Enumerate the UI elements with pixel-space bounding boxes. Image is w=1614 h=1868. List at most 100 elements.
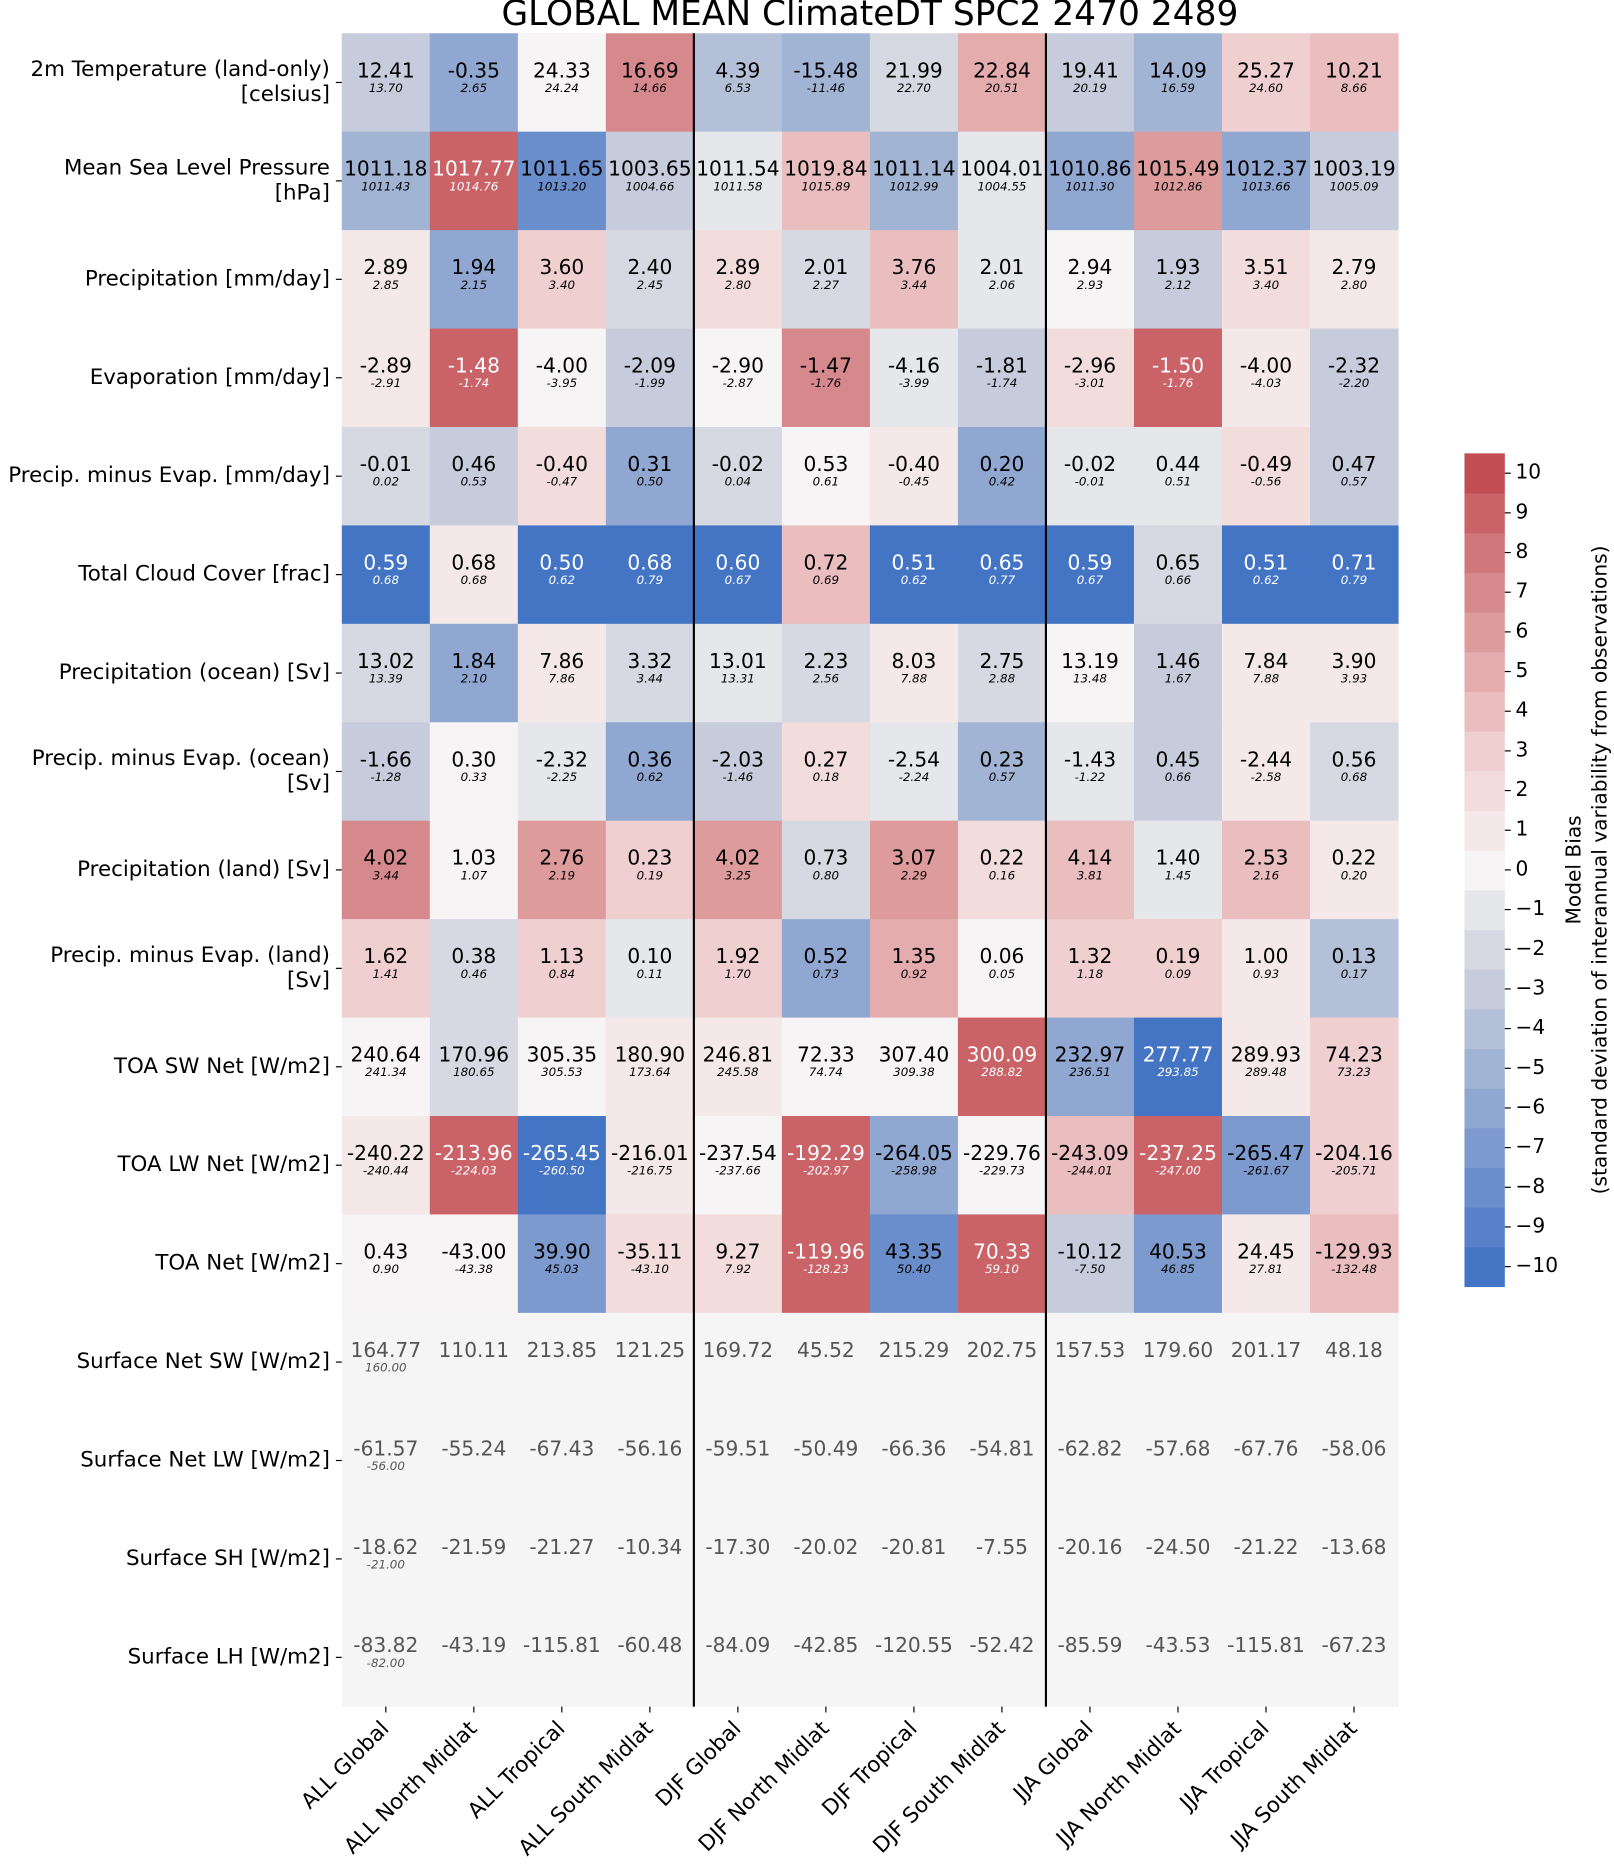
cell-value: 13.19	[1061, 649, 1119, 673]
cell-value: 72.33	[797, 1043, 855, 1067]
cell-value: 2.76	[539, 846, 584, 870]
cell-value: -2.89	[360, 354, 412, 378]
cell-value: 0.46	[451, 452, 496, 476]
cell	[429, 722, 519, 822]
cell-value: 1.03	[451, 846, 496, 870]
cell	[781, 131, 871, 231]
cell-obs: 22.70	[897, 81, 931, 95]
cell-obs: 3.40	[549, 278, 575, 292]
cell-obs: 0.05	[989, 967, 1015, 981]
cell-obs: 3.44	[637, 671, 663, 685]
cell	[1309, 1017, 1399, 1117]
cell-value: 4.02	[363, 846, 408, 870]
cell	[429, 623, 519, 723]
cell-value: -2.03	[712, 747, 764, 771]
cell-value: 25.27	[1237, 58, 1295, 82]
chart-title: GLOBAL MEAN ClimateDT SPC2 2470 2489	[501, 0, 1238, 34]
cell-obs: 0.46	[461, 967, 488, 981]
cell-value: -67.23	[1322, 1633, 1387, 1657]
cell-obs: -229.73	[979, 1164, 1025, 1178]
empty-cell	[517, 1608, 607, 1708]
cell-obs: 2.16	[1253, 868, 1280, 882]
cell-value: -213.96	[435, 1141, 513, 1165]
cell-value: -2.32	[1328, 354, 1380, 378]
cell-obs: 50.40	[897, 1262, 931, 1276]
cell	[605, 328, 695, 428]
cell	[1221, 820, 1311, 920]
empty-cell	[693, 1312, 783, 1412]
cell	[1133, 722, 1223, 822]
cell	[1221, 1115, 1311, 1216]
cell	[1133, 33, 1223, 133]
cell-obs: 0.93	[1253, 967, 1279, 981]
cell-obs: 3.25	[725, 868, 751, 882]
cell-obs: 0.68	[461, 573, 488, 587]
cell-obs: 0.66	[1165, 770, 1192, 784]
cell-obs: 1.45	[1165, 868, 1191, 882]
colorbar-segment	[1464, 612, 1505, 653]
cell	[517, 1214, 607, 1314]
cell-obs: 8.66	[1341, 81, 1368, 95]
x-tick-label: JJA Global	[1007, 1716, 1098, 1807]
cell-obs: 0.62	[901, 573, 927, 587]
cell-value: 169.72	[703, 1338, 774, 1362]
cell-obs: 59.10	[985, 1262, 1019, 1276]
cell-value: -264.05	[875, 1141, 953, 1165]
cell	[605, 230, 695, 330]
cell-obs: -2.87	[723, 376, 754, 390]
cell	[1133, 623, 1223, 723]
cell-value: 9.27	[715, 1239, 760, 1263]
cell-obs: -224.03	[451, 1164, 497, 1178]
cell	[1045, 623, 1135, 723]
empty-cell	[341, 1608, 431, 1708]
cell-value: 1.35	[891, 944, 936, 968]
cell-value: 307.40	[879, 1043, 950, 1067]
cell-value: -59.51	[705, 1436, 770, 1460]
cell	[341, 33, 431, 133]
cell-value: 0.22	[1332, 846, 1377, 870]
empty-cell	[1221, 1312, 1311, 1412]
cell-obs: 288.82	[981, 1065, 1022, 1079]
cell	[869, 426, 959, 526]
cell-obs: 0.61	[813, 475, 839, 489]
cell-obs: -1.74	[458, 376, 489, 390]
cell-obs: 289.48	[1245, 1065, 1287, 1079]
cell-value: -129.93	[1315, 1239, 1393, 1263]
cell-obs: 2.65	[461, 81, 487, 95]
cell-obs: -43.10	[631, 1262, 669, 1276]
cell-value: 48.18	[1325, 1338, 1383, 1362]
cell-value: -1.48	[448, 354, 500, 378]
cell-value: 1.00	[1244, 944, 1289, 968]
cell-value: 2.01	[803, 255, 848, 279]
colorbar-tick-label: −3	[1515, 975, 1545, 999]
cell-value: 0.45	[1156, 747, 1201, 771]
cell	[957, 230, 1047, 330]
colorbar-segment	[1464, 1246, 1505, 1288]
cell-obs: 2.88	[989, 671, 1016, 685]
cell-value: 1.13	[539, 944, 584, 968]
cell-obs: 0.68	[373, 573, 400, 587]
cell-value: -7.55	[976, 1535, 1028, 1559]
cell	[957, 919, 1047, 1019]
cell	[1221, 525, 1311, 625]
cell-value: 1011.65	[520, 157, 603, 181]
cell-obs: 13.39	[369, 671, 403, 685]
empty-cell	[1309, 1411, 1399, 1511]
colorbar-tick-label: 9	[1515, 499, 1528, 523]
cell	[517, 919, 607, 1019]
cell-value: 0.72	[803, 550, 848, 574]
cell	[341, 328, 431, 428]
cell-obs: -202.97	[803, 1164, 849, 1178]
cell-obs: 180.65	[453, 1065, 495, 1079]
cell	[693, 1214, 783, 1314]
cell-obs: 7.86	[549, 671, 576, 685]
colorbar-segment	[1464, 532, 1505, 573]
cell-value: -0.01	[360, 452, 412, 476]
colorbar-tick-label: 1	[1515, 817, 1528, 841]
cell-obs: 1.41	[373, 967, 399, 981]
colorbar-tick-label: −1	[1515, 896, 1545, 920]
cell-value: 0.71	[1332, 550, 1377, 574]
cell-value: -66.36	[881, 1436, 946, 1460]
cell-obs: 0.20	[1341, 868, 1367, 882]
cell	[1221, 230, 1311, 330]
